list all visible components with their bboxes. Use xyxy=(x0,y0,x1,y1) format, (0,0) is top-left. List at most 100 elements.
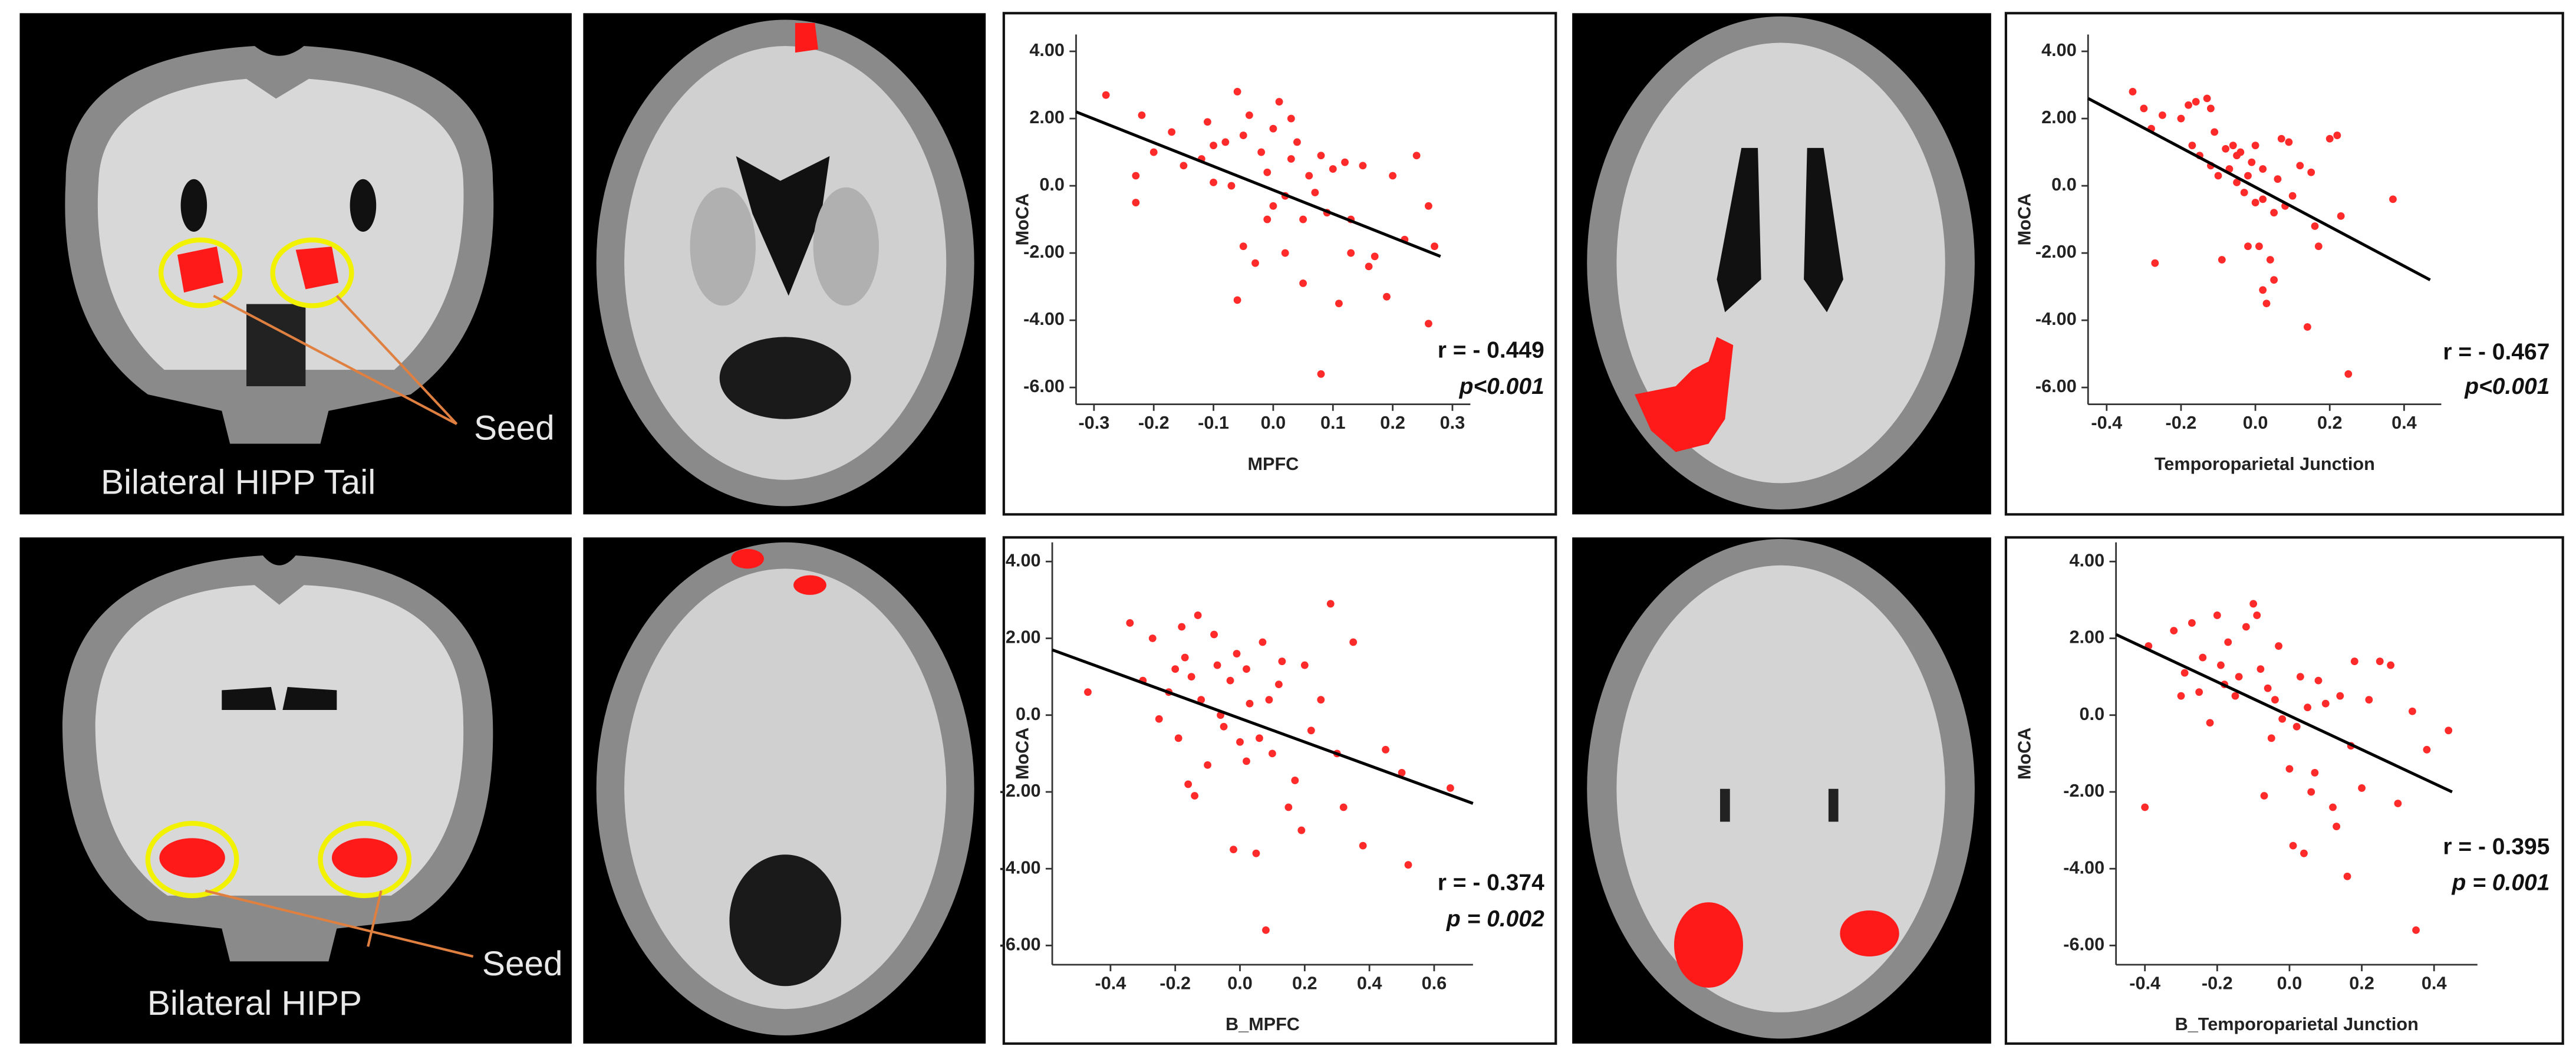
scatter-point xyxy=(1126,619,1134,627)
scatter-point xyxy=(2270,209,2278,217)
scatter-point xyxy=(1187,673,1195,681)
scatter-point xyxy=(2337,212,2345,220)
x-tick-label: -0.2 xyxy=(1138,413,1170,433)
scatter-point xyxy=(2333,823,2341,830)
scatter-point xyxy=(1359,841,1367,850)
chart-frame xyxy=(2004,536,2564,1045)
scatter-point xyxy=(2213,611,2221,619)
scatter-point xyxy=(2217,661,2225,669)
x-tick-label: 0.2 xyxy=(1292,974,1317,994)
scatter-point xyxy=(2185,101,2192,109)
scatter-point xyxy=(1275,98,1283,106)
scatter-point xyxy=(1335,300,1343,308)
scatter-point xyxy=(1220,722,1228,731)
scatter-point xyxy=(2159,111,2166,119)
y-tick-label: 0.0 xyxy=(1016,704,1041,724)
scatter-point xyxy=(1246,699,1254,708)
brain-panel xyxy=(583,537,986,1044)
scatter-point xyxy=(1256,734,1263,742)
y-tick-label: -4.00 xyxy=(1023,309,1065,329)
brain-panel xyxy=(1572,13,1991,515)
scatter-point xyxy=(1149,148,1158,156)
scatter-point xyxy=(2300,849,2308,857)
scatter-point xyxy=(1297,826,1306,834)
scatter-point xyxy=(2288,192,2297,200)
scatter-point xyxy=(2314,242,2323,251)
brain-panel xyxy=(583,13,986,515)
scatter-point xyxy=(2423,745,2431,754)
x-tick-label: -0.1 xyxy=(1198,413,1229,433)
scatter-point xyxy=(2321,699,2330,708)
scatter-point xyxy=(1299,215,1307,223)
scatter-point xyxy=(2242,623,2250,631)
scatter-point xyxy=(2249,600,2258,608)
scatter-point xyxy=(1425,320,1432,328)
y-axis-label: MoCA xyxy=(1012,193,1032,246)
y-tick-label: -2.00 xyxy=(1023,242,1065,262)
scatter-point xyxy=(2195,688,2203,696)
scatter-point xyxy=(1257,148,1266,156)
seed-label: Seed xyxy=(482,945,563,983)
scatter-point xyxy=(1245,111,1253,119)
trend-line xyxy=(2087,97,2431,281)
y-tick-label: 2.00 xyxy=(1006,627,1041,647)
scatter-point xyxy=(1398,769,1406,777)
scatter-point xyxy=(2235,673,2243,681)
x-axis-label: MPFC xyxy=(1248,454,1299,474)
scatter-point xyxy=(2325,134,2334,143)
y-tick-label: -2.00 xyxy=(1000,781,1041,801)
scatter-point xyxy=(2253,611,2261,619)
chart-frame xyxy=(1002,536,1557,1045)
scatter-point xyxy=(2233,178,2241,186)
y-tick-label: -2.00 xyxy=(2035,242,2077,262)
x-tick-label: 0.2 xyxy=(1380,413,1405,433)
scatter-point xyxy=(1389,172,1397,180)
y-tick-label: 4.00 xyxy=(2041,40,2077,60)
y-tick-label: -4.00 xyxy=(2035,309,2077,329)
x-tick-label: -0.4 xyxy=(1095,974,1126,994)
scatter-point xyxy=(1178,623,1186,631)
scatter-point xyxy=(1293,138,1301,146)
scatter-point xyxy=(2285,765,2294,773)
x-tick-label: 0.2 xyxy=(2317,413,2343,433)
scatter-point xyxy=(2240,189,2248,196)
scatter-point xyxy=(1174,734,1182,742)
x-tick-label: 0.3 xyxy=(1440,413,1465,433)
y-axis-label: MoCA xyxy=(1012,728,1032,780)
x-tick-label: -0.2 xyxy=(2166,413,2197,433)
scatter-point xyxy=(2177,114,2185,123)
annotation: r = - 0.449 xyxy=(1438,338,1544,363)
scatter-point xyxy=(2129,88,2137,96)
scatter-point xyxy=(1383,292,1391,301)
y-tick-label: -4.00 xyxy=(1000,857,1041,877)
scatter-point xyxy=(1365,262,1373,271)
scatter-point xyxy=(1184,780,1193,788)
region-label: Bilateral HIPP xyxy=(147,984,362,1022)
scatter-point xyxy=(1291,777,1299,784)
y-tick-label: -4.00 xyxy=(2063,857,2104,877)
scatter-point xyxy=(2343,872,2351,880)
scatter-point xyxy=(2365,696,2373,704)
chart-frame xyxy=(1002,12,1557,516)
scatter-point xyxy=(2224,638,2232,646)
scatter-point xyxy=(1138,111,1146,119)
scatter-point xyxy=(2311,769,2319,777)
y-tick-label: 4.00 xyxy=(2069,550,2104,570)
scatter-point xyxy=(1278,657,1286,665)
scatter-point xyxy=(1347,249,1355,257)
scatter-point xyxy=(2270,276,2278,284)
x-tick-label: -0.2 xyxy=(2202,974,2233,994)
scatter-point xyxy=(1221,138,1230,146)
region-label: Bilateral HIPP Tail xyxy=(101,463,375,502)
scatter-point xyxy=(1251,259,1259,267)
scatter-point xyxy=(1243,757,1250,765)
scatter-point xyxy=(1180,162,1188,170)
x-tick-label: -0.3 xyxy=(1078,413,1109,433)
y-tick-label: -6.00 xyxy=(2035,376,2077,396)
annotation: p = 0.002 xyxy=(1446,906,1544,932)
charts: 4.00 2.00 0.0 -2.00 -4.00 -6.00 -0.3 -0.2 -0.1 0.… xyxy=(1000,12,2564,1045)
scatter-point xyxy=(1412,152,1421,160)
scatter-point xyxy=(1311,189,1319,196)
y-axis-label: MoCA xyxy=(2014,193,2034,245)
x-tick-label: -0.4 xyxy=(2129,974,2160,994)
